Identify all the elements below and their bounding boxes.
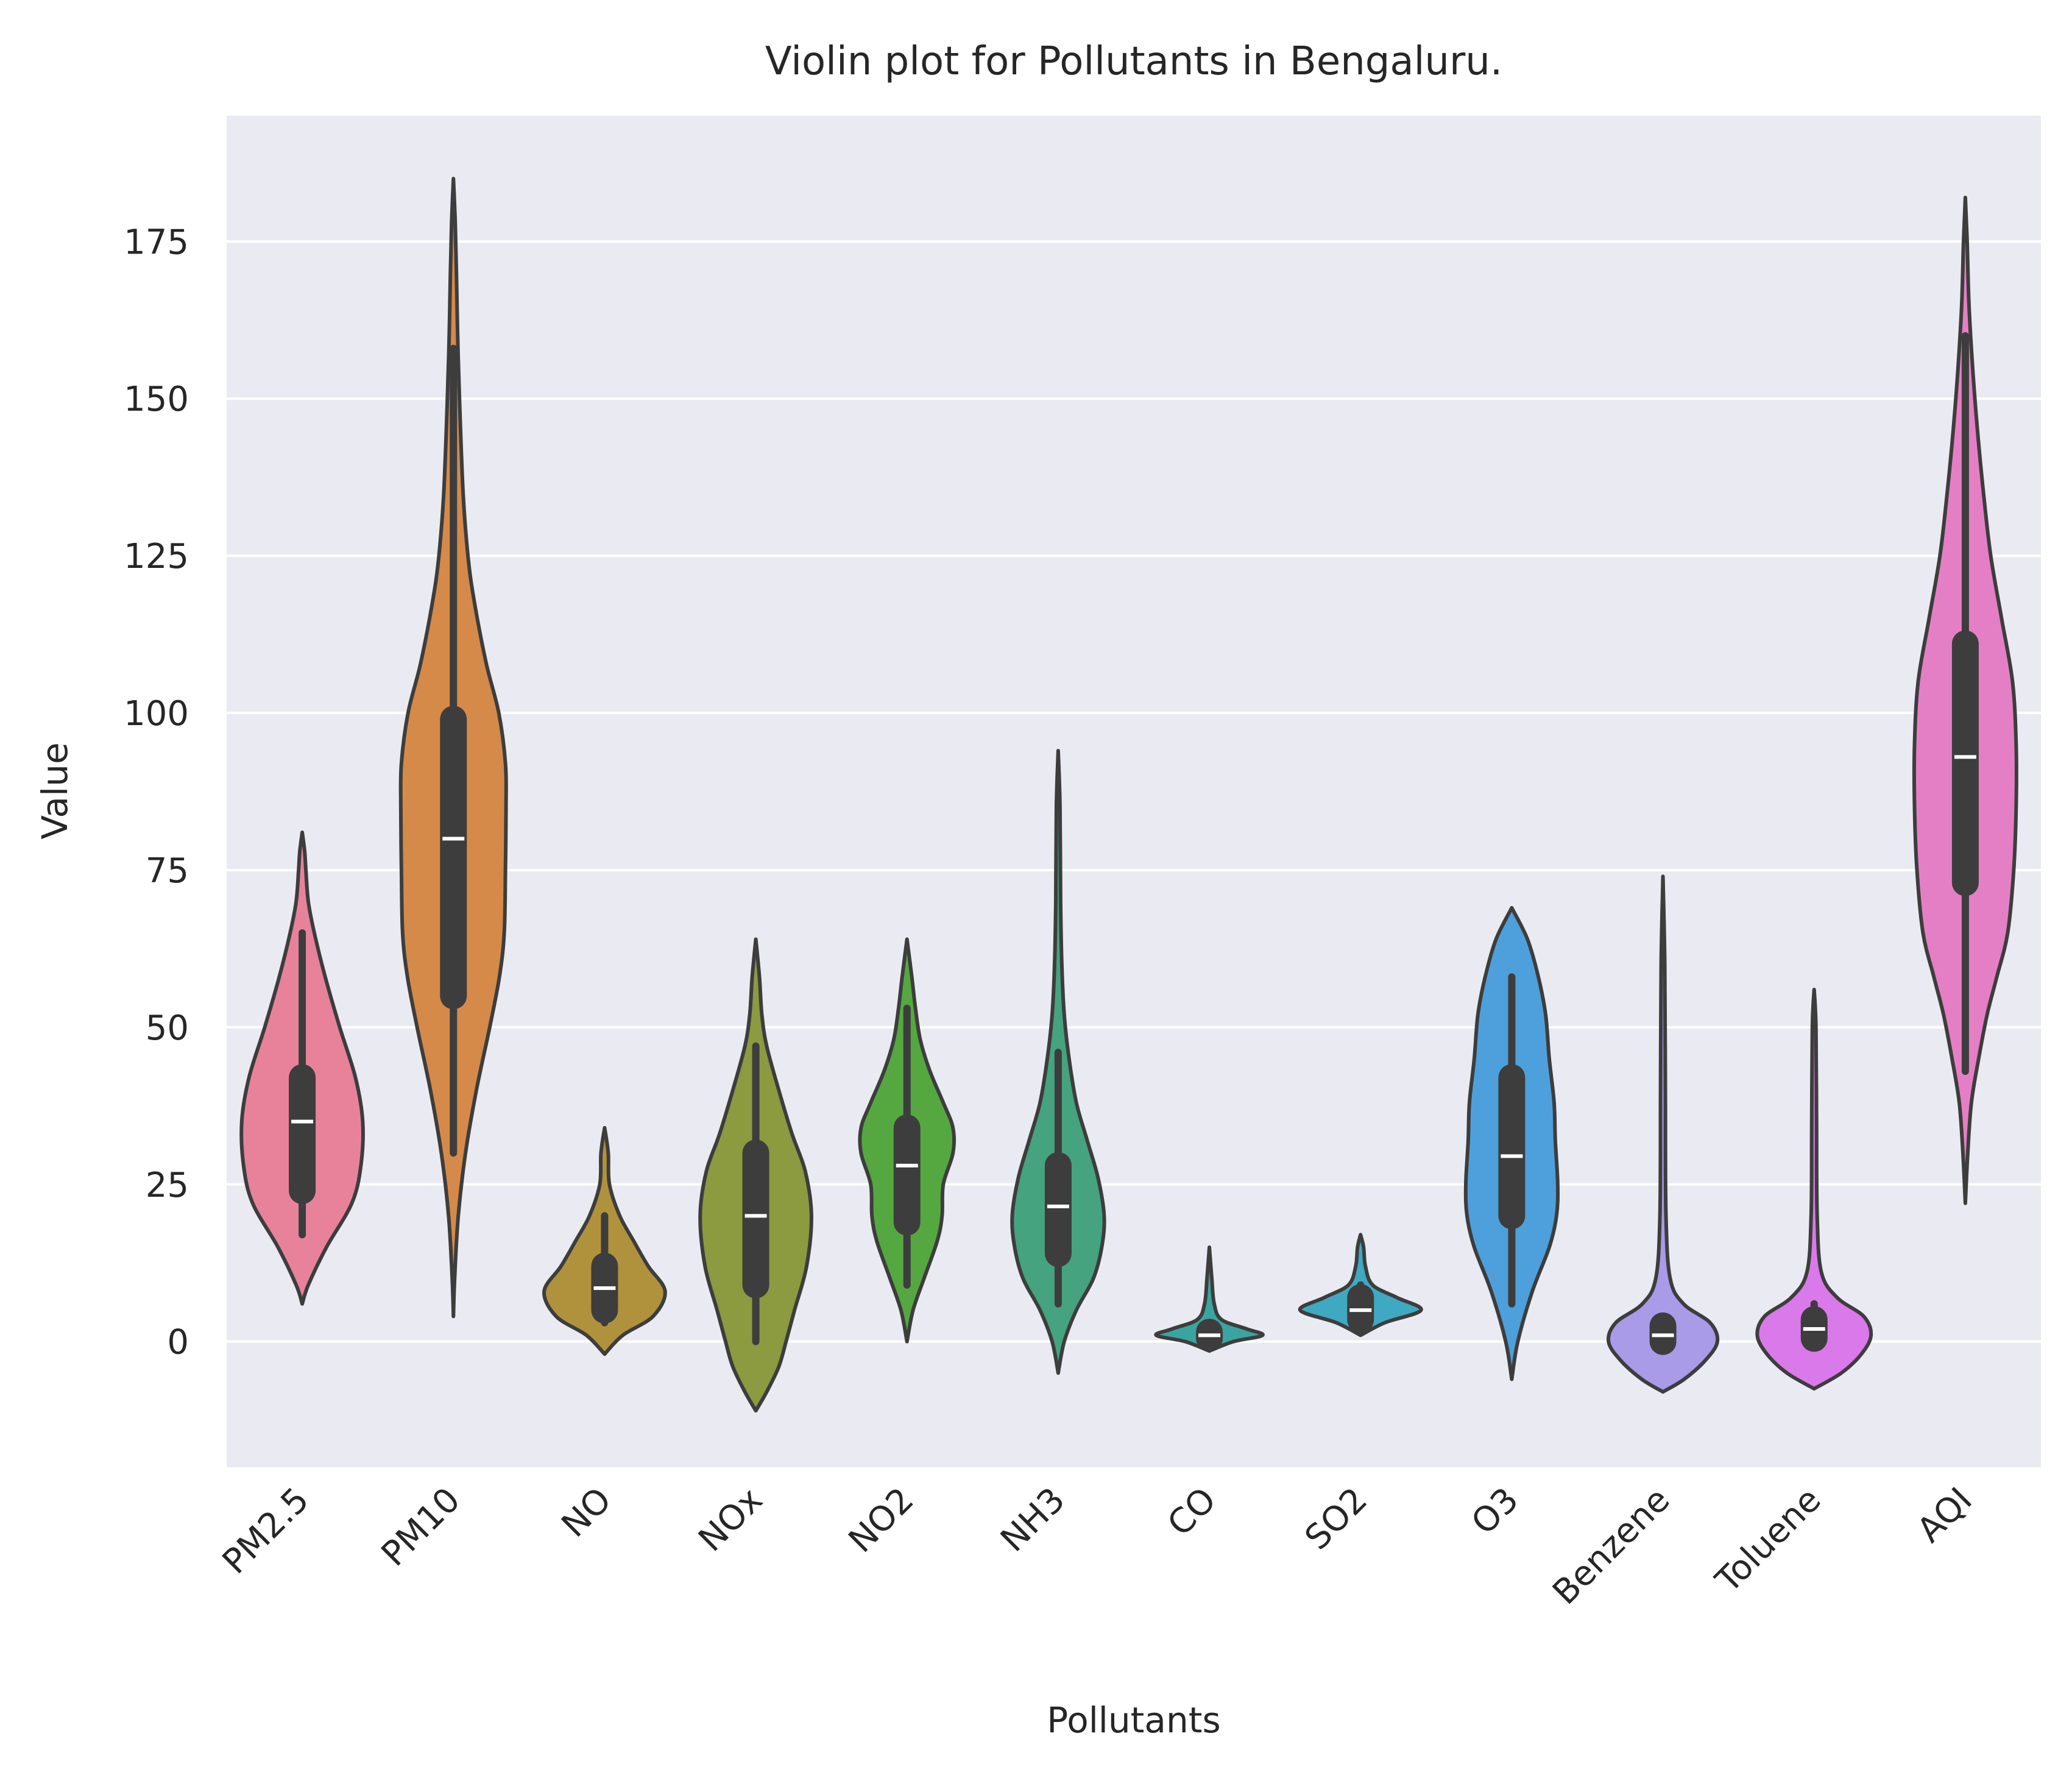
chart-title: Violin plot for Pollutants in Bengaluru. (765, 39, 1502, 84)
y-tick-label: 50 (146, 1008, 189, 1048)
gridlines (227, 240, 2041, 1343)
plot-area (227, 116, 2041, 1467)
y-tick-label: 0 (167, 1323, 189, 1362)
violin-benzene (1606, 874, 1720, 1394)
x-axis-label: Pollutants (1047, 1699, 1220, 1741)
y-tick-label: 25 (146, 1166, 189, 1205)
violin-co (1154, 1245, 1265, 1353)
y-axis-label: Value (34, 742, 76, 839)
y-tick-label: 175 (124, 222, 189, 262)
y-tick-label: 75 (146, 851, 189, 891)
y-tick-label: 150 (124, 380, 189, 419)
violins (239, 177, 2018, 1413)
y-tick-label: 125 (124, 537, 189, 576)
y-tick-labels: 0 25 50 75 100 125 150 175 (124, 222, 189, 1362)
violin-toluene (1755, 987, 1873, 1391)
y-tick-label: 100 (124, 694, 189, 734)
